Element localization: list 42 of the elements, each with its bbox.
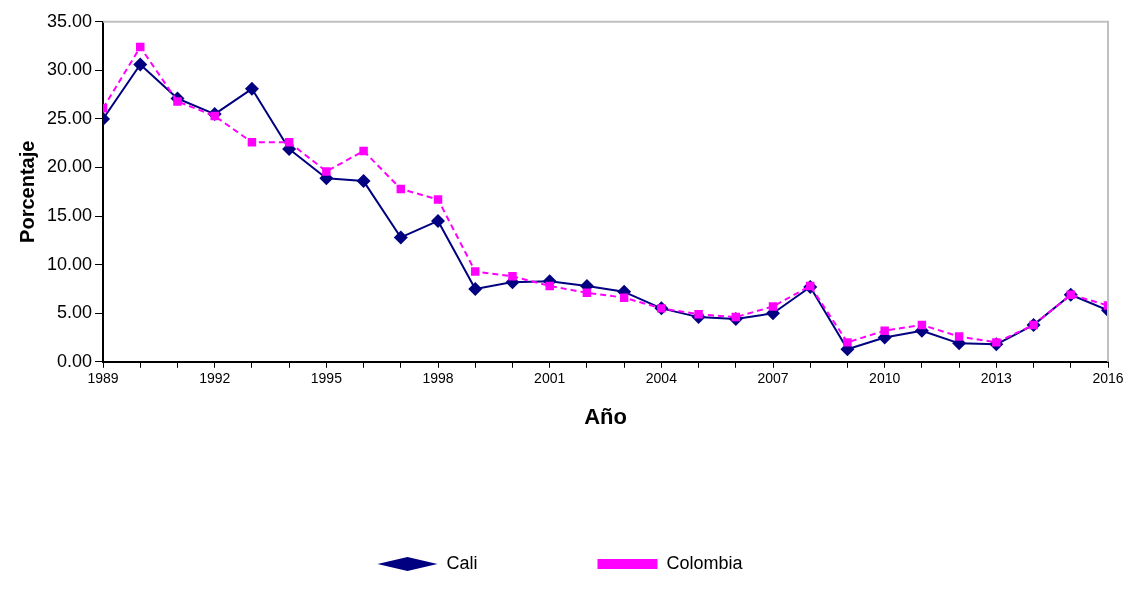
point: [247, 138, 257, 147]
point: [619, 293, 629, 302]
point: [431, 213, 446, 228]
x-tick-label: 1995: [310, 370, 343, 387]
y-tick-label: 20.00: [47, 156, 93, 177]
y-axis-title: Porcentaje: [15, 140, 38, 243]
point: [768, 302, 778, 311]
point: [359, 146, 368, 156]
x-tick-label: 2004: [645, 370, 678, 387]
x-tick-label: 2001: [534, 370, 566, 387]
x-tick-label: 1989: [87, 370, 119, 387]
point: [322, 167, 331, 176]
point: [880, 326, 889, 335]
x-tick-label: 1992: [199, 370, 231, 387]
legend-label: Cali: [446, 552, 478, 573]
point: [133, 57, 148, 72]
x-tick-label: 2013: [980, 370, 1013, 387]
point: [843, 338, 852, 347]
y-tick-label: 15.00: [47, 205, 93, 226]
point: [471, 267, 480, 276]
y-tick-label: 25.00: [47, 107, 93, 128]
x-tick-label: 2007: [757, 370, 789, 387]
point: [356, 174, 371, 189]
x-tick-label: 2010: [869, 370, 901, 387]
point: [468, 281, 483, 296]
legend-label: Colombia: [666, 552, 744, 573]
y-tick-label: 35.00: [47, 10, 93, 31]
point: [136, 42, 145, 52]
point: [954, 332, 964, 341]
point: [244, 81, 259, 96]
x-axis-title: Año: [584, 403, 627, 429]
y-tick-label: 10.00: [47, 253, 93, 274]
point: [433, 195, 443, 204]
point: [545, 281, 554, 291]
point: [393, 230, 408, 245]
y-tick-label: 5.00: [57, 302, 93, 323]
x-tick-label: 1998: [422, 370, 454, 387]
y-tick-label: 0.00: [57, 350, 93, 371]
y-tick-label: 30.00: [47, 59, 93, 80]
point: [284, 138, 294, 147]
point: [508, 272, 517, 281]
x-tick-label: 2016: [1092, 370, 1124, 387]
